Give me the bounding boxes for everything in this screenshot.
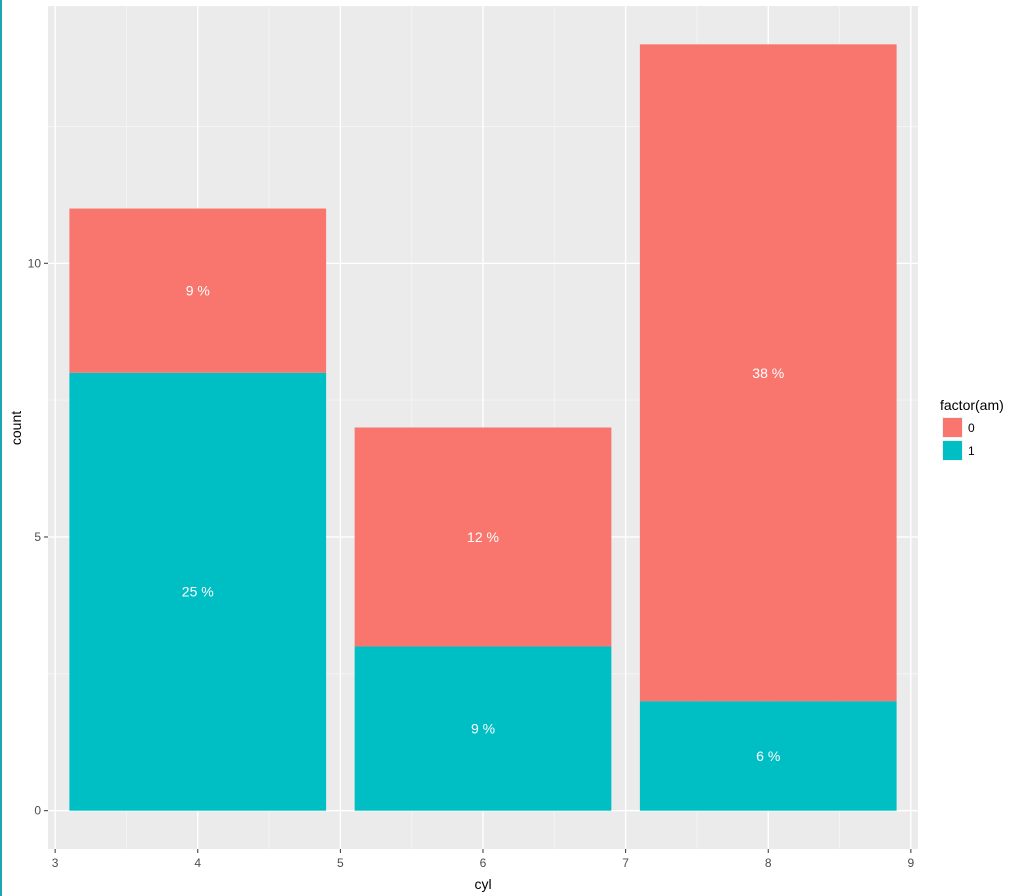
x-axis: 3 4 5 6 7 8 9 [52, 849, 915, 870]
x-tick-label: 7 [622, 856, 629, 870]
bar-data-label: 12 % [467, 529, 499, 545]
y-tick-label: 10 [28, 256, 42, 270]
bars [69, 44, 897, 811]
window-edge [0, 0, 2, 896]
legend-label: 1 [968, 444, 975, 458]
bar-segment [69, 208, 327, 373]
data-labels: 25 % 9 % 9 % 12 % 6 % 38 % [182, 283, 784, 764]
x-axis-title: cyl [474, 876, 491, 892]
x-tick-label: 4 [194, 856, 201, 870]
bar-segment [354, 427, 612, 647]
legend-title: factor(am) [940, 397, 1004, 413]
x-tick-label: 3 [52, 856, 59, 870]
bar-data-label: 25 % [182, 584, 214, 600]
x-tick-label: 9 [908, 856, 915, 870]
x-tick-label: 8 [765, 856, 772, 870]
bar-segment [639, 701, 897, 811]
bar-data-label: 9 % [186, 283, 210, 299]
bar-segment [639, 44, 897, 702]
legend-label: 0 [968, 421, 975, 435]
bar-segment [354, 646, 612, 811]
bar-data-label: 38 % [752, 365, 784, 381]
bar-data-label: 9 % [471, 721, 495, 737]
bar-segment [69, 372, 327, 811]
legend: factor(am) 01 [940, 397, 1004, 461]
legend-swatch [943, 441, 962, 460]
y-tick-label: 5 [34, 530, 41, 544]
y-tick-label: 0 [34, 804, 41, 818]
y-axis: 0 5 10 [28, 256, 48, 818]
legend-swatch [943, 418, 962, 437]
x-tick-label: 6 [480, 856, 487, 870]
y-axis-title: count [8, 411, 24, 445]
x-tick-label: 5 [337, 856, 344, 870]
legend-keys: 01 [942, 417, 975, 461]
bar-data-label: 6 % [756, 748, 780, 764]
